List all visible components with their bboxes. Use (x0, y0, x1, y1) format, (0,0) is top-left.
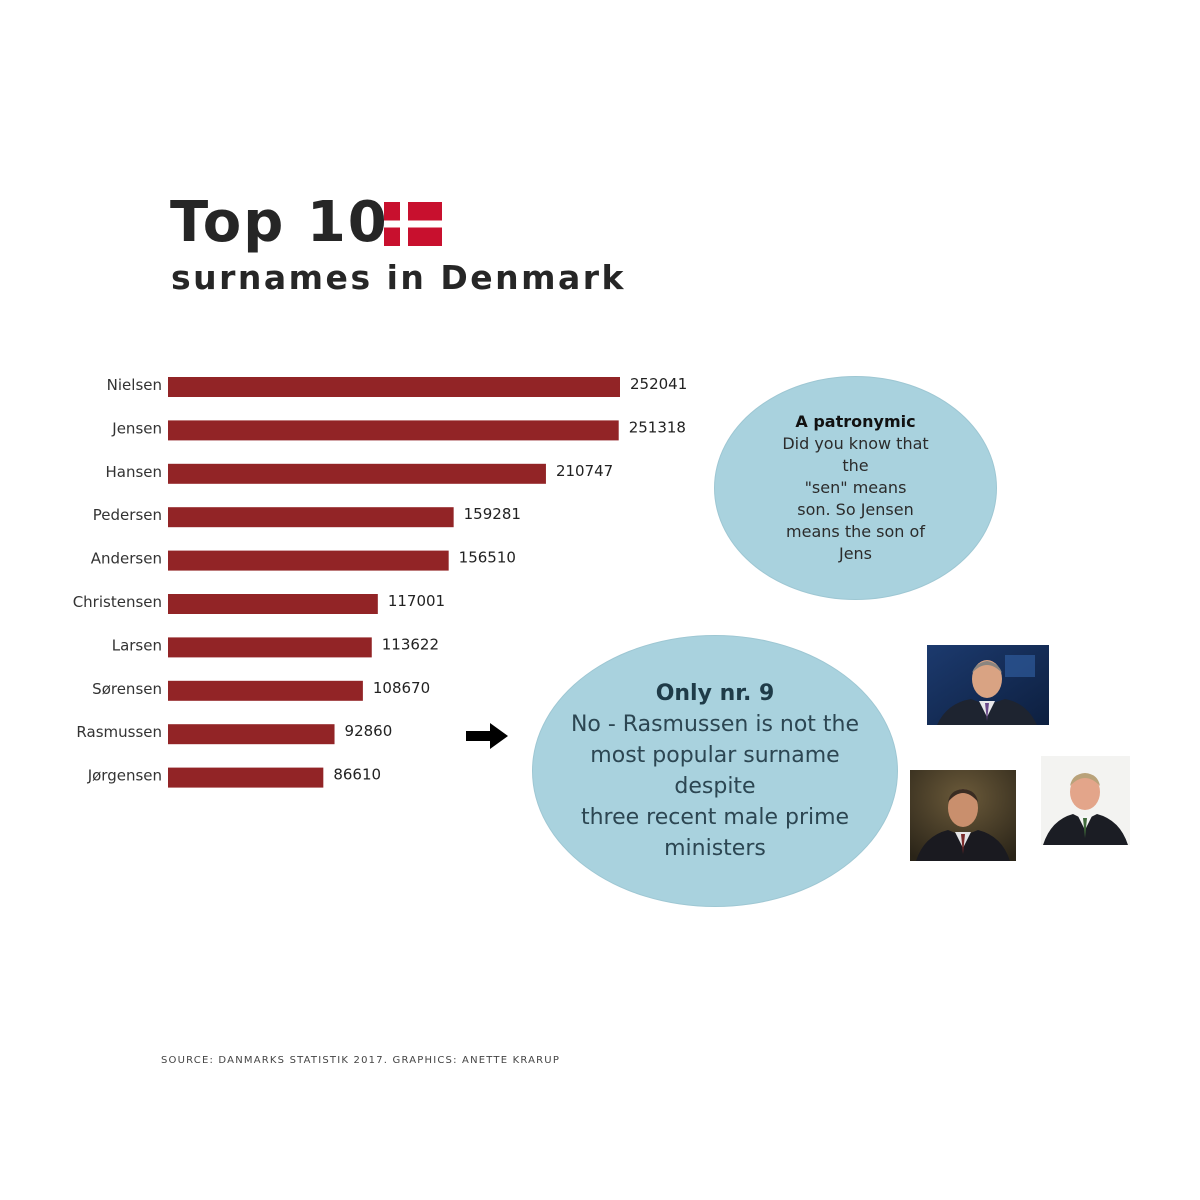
category-label: Jensen (111, 419, 162, 437)
surname-bar-chart: Nielsen 252041 Jensen 251318 Hansen 210747 Ped… (73, 375, 687, 788)
denmark-flag-icon (384, 202, 442, 246)
value-label: 156510 (459, 549, 516, 567)
page-subtitle: surnames in Denmark (171, 258, 627, 297)
right-arrow-icon (466, 723, 508, 749)
category-label: Sørensen (92, 680, 162, 698)
value-label: 113622 (382, 635, 439, 653)
value-label: 92860 (345, 722, 393, 740)
value-label: 117001 (388, 592, 445, 610)
category-label: Nielsen (107, 376, 162, 394)
value-label: 108670 (373, 679, 430, 697)
value-label: 86610 (333, 766, 381, 784)
patronymic-callout-text: Did you know that the "sen" means son. S… (782, 434, 929, 563)
bar (168, 507, 454, 528)
bar (168, 550, 449, 571)
value-label: 159281 (464, 505, 521, 523)
prime-minister-photo-2 (910, 770, 1016, 861)
bar (168, 680, 363, 701)
bar (168, 724, 335, 745)
prime-minister-photo-3 (1041, 756, 1130, 845)
category-label: Andersen (91, 550, 162, 568)
flag-cross-horizontal (384, 220, 442, 228)
value-label: 252041 (630, 375, 687, 393)
source-credit: SOURCE: DANMARKS STATISTIK 2017. GRAPHIC… (161, 1055, 561, 1066)
patronymic-callout: A patronymic Did you know that the "sen"… (714, 376, 997, 600)
rasmussen-callout-text: No - Rasmussen is not the most popular s… (570, 711, 860, 861)
page-title: Top 10 (170, 190, 389, 255)
category-label: Hansen (105, 463, 162, 481)
bar (168, 594, 378, 614)
bar (168, 637, 372, 658)
rasmussen-callout: Only nr. 9 No - Rasmussen is not the mos… (532, 635, 898, 907)
prime-minister-photo-1 (927, 645, 1049, 725)
bar (168, 463, 546, 484)
category-label: Jørgensen (87, 767, 162, 785)
bar (168, 767, 324, 788)
patronymic-callout-title: A patronymic (795, 412, 916, 431)
category-label: Rasmussen (76, 723, 162, 741)
rasmussen-callout-title: Only nr. 9 (655, 680, 775, 706)
bar (168, 420, 619, 441)
category-label: Pedersen (93, 506, 162, 524)
value-label: 251318 (629, 418, 686, 436)
bar (168, 377, 620, 397)
category-label: Larsen (112, 636, 162, 654)
category-label: Christensen (73, 593, 162, 611)
value-label: 210747 (556, 462, 613, 480)
